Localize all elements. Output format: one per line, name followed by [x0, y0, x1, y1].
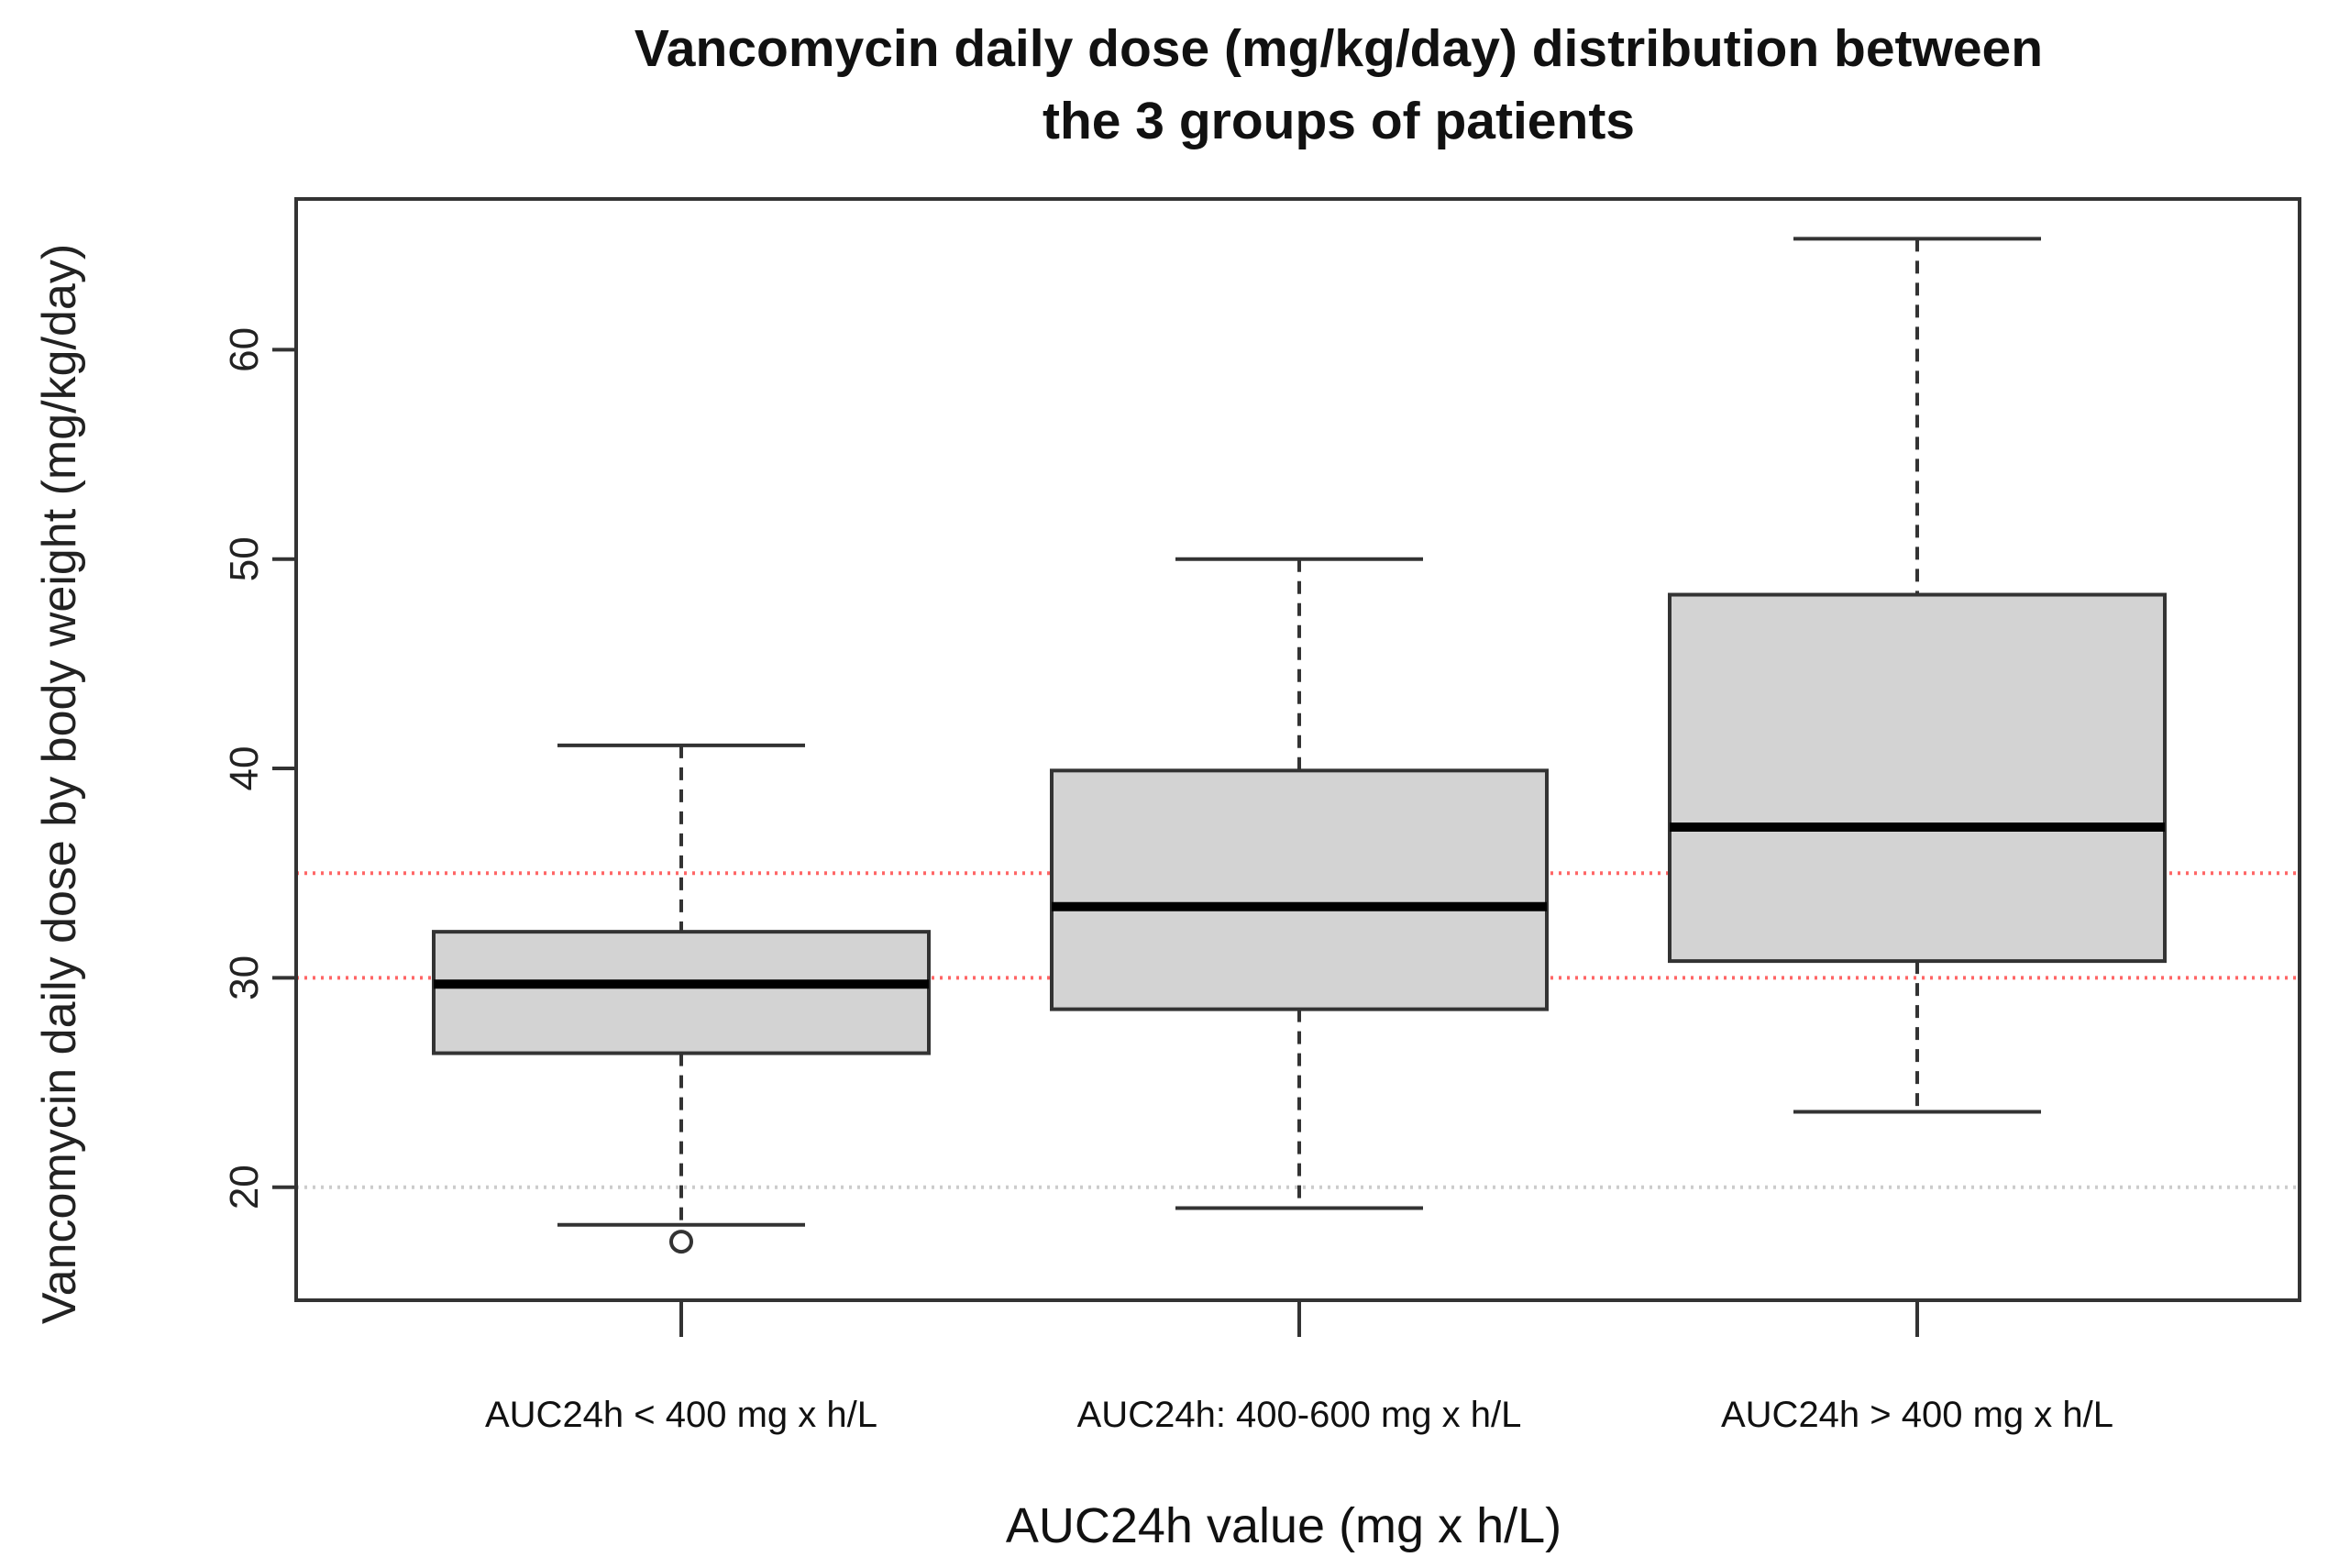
y-tick-label: 40 [222, 746, 267, 791]
iqr-box [1668, 592, 2167, 964]
box-group-3 [1668, 237, 2167, 1114]
iqr-box [432, 930, 931, 1055]
chart-title-line-1: Vancomycin daily dose (mg/kg/day) distri… [634, 19, 2043, 78]
chart-title-line-2: the 3 groups of patients [1043, 92, 1635, 150]
y-tick-label: 20 [222, 1165, 267, 1209]
y-axis-label: Vancomycin daily dose by body weight (mg… [33, 244, 86, 1324]
y-tick-label: 60 [222, 327, 267, 372]
y-tick-label: 30 [222, 955, 267, 1000]
box-group-1 [432, 743, 931, 1254]
x-category-label: AUC24h > 400 mg x h/L [1721, 1395, 2113, 1435]
y-axis: 20 30 40 50 60 [222, 327, 296, 1209]
outlier-point [669, 1230, 693, 1254]
x-category-label: AUC24h: 400-600 mg x h/L [1077, 1395, 1522, 1435]
x-category-label: AUC24h < 400 mg x h/L [485, 1395, 877, 1435]
iqr-box [1050, 768, 1549, 1011]
box-group-2 [1050, 557, 1549, 1210]
boxes-group [432, 237, 2167, 1254]
y-tick-label: 50 [222, 536, 267, 581]
x-axis-label: AUC24h value (mg x h/L) [1006, 1498, 1561, 1553]
x-axis: AUC24h < 400 mg x h/L AUC24h: 400-600 mg … [485, 1300, 2113, 1435]
